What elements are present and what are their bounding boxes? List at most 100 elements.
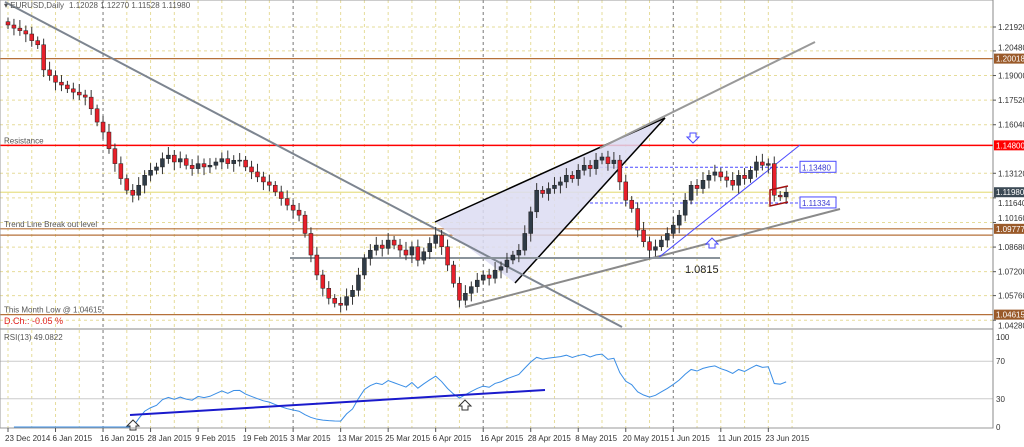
candle-bull (748, 170, 753, 179)
candle-bull (671, 224, 676, 234)
candle-bear (760, 161, 765, 166)
date-label: 1 Jun 2015 (670, 434, 710, 443)
candle-bull (552, 184, 557, 189)
date-label: 11 Jun 2015 (718, 434, 762, 443)
price-tick-label: 1.11640 (998, 199, 1024, 208)
candle-bear (308, 233, 314, 256)
candle-bear (124, 178, 130, 191)
candle-bull (427, 243, 432, 252)
candle-bull (676, 214, 682, 226)
candle-bull (522, 233, 528, 251)
date-label: 28 Apr 2015 (528, 434, 572, 443)
candle-bull (659, 239, 664, 247)
candle-bull (160, 158, 165, 168)
candle-bear (302, 214, 308, 234)
candle-bear (172, 154, 177, 163)
candle-bull (213, 161, 219, 166)
candle-bear (47, 69, 52, 76)
candle-bear (29, 33, 35, 41)
candle-bull (469, 286, 474, 294)
price-tick-label: 1.04280 (998, 322, 1024, 331)
candle-bear (273, 184, 278, 193)
candle-bull (463, 293, 468, 301)
dotted-level-label: 1.13480 (802, 163, 831, 172)
candle-bear (41, 44, 46, 71)
candle-bear (17, 27, 23, 31)
rsi-pane (13, 353, 787, 428)
candle-bull (712, 171, 718, 176)
candle-bear (112, 148, 118, 164)
dotted-level-box (799, 196, 837, 209)
candle-bear (379, 244, 385, 249)
candle-bear (570, 175, 575, 179)
candle-bear (439, 234, 444, 247)
candle-bear (587, 165, 593, 169)
candle-bear (23, 30, 29, 35)
candle-bear (724, 176, 729, 181)
candle-bull (385, 239, 391, 249)
candle-bull (142, 175, 147, 186)
price-tick-label: 1.19000 (998, 72, 1024, 81)
candle-bear (11, 24, 17, 29)
candle-bull (682, 199, 688, 216)
candle-bull (736, 175, 741, 186)
candle-bull (207, 165, 213, 168)
candle-bull (498, 266, 504, 271)
candle-bear (623, 181, 629, 201)
blue-trendline[interactable] (657, 144, 801, 259)
candle-bull (754, 161, 759, 171)
candle-bear (130, 189, 135, 196)
candle-bull (593, 159, 599, 169)
candle-bear (457, 283, 462, 301)
rsi-tick-label: 30 (996, 395, 1005, 404)
candle-bear (118, 163, 124, 179)
candle-bear (445, 246, 450, 266)
level-text: This Month Low @ 1.04615 (4, 306, 103, 315)
candle-bear (88, 96, 94, 110)
candle-bull (148, 170, 153, 176)
candle-bear (486, 274, 492, 279)
candle-bear (100, 121, 106, 133)
candle-bull (510, 254, 516, 261)
daily-change: D.Ch.: -0.05 % (4, 316, 63, 326)
date-label: 16 Jan 2015 (100, 434, 145, 443)
price-tick-label: 1.16040 (998, 121, 1024, 130)
price-tick-label: 1.20480 (998, 44, 1024, 53)
date-label: 6 Apr 2015 (433, 434, 472, 443)
price-tick-label: 1.05760 (998, 292, 1024, 301)
candle-bear (772, 163, 777, 196)
date-label: 25 Mar 2015 (385, 434, 430, 443)
up-arrow-icon (457, 399, 473, 411)
rsi-tick-label: 0 (996, 423, 1001, 432)
candle-bear (403, 249, 409, 256)
wedge-lower-line[interactable] (514, 117, 666, 284)
price-tick-label: 1.17520 (998, 96, 1024, 105)
descending-trendline[interactable] (4, 1, 623, 328)
flag-channel[interactable] (769, 185, 789, 207)
candle-bear (278, 191, 284, 199)
chart-title: ▾ EURUSD,Daily 1.12028 1.12270 1.11528 1.… (4, 1, 191, 10)
candle-bull (409, 246, 415, 256)
candle-bull (195, 163, 201, 169)
support-label: 1.0815 (685, 264, 719, 276)
candle-bear (629, 199, 634, 209)
candle-bull (374, 244, 379, 251)
candles (5, 17, 789, 313)
rsi-trendline[interactable] (129, 389, 546, 416)
candle-bull (231, 160, 236, 164)
rsi-label: RSI(13) 49.0822 (4, 333, 63, 342)
channel-upper-line[interactable] (599, 41, 816, 149)
date-label: 8 May 2015 (575, 434, 617, 443)
level-text: Resistance (4, 136, 44, 145)
candle-bear (201, 163, 207, 168)
candle-bull (700, 180, 706, 189)
candle-bear (641, 229, 646, 243)
candle-bear (647, 241, 652, 251)
date-label: 28 Jan 2015 (148, 434, 193, 443)
price-tag-label: 1.20018 (996, 55, 1024, 64)
candle-bull (356, 274, 361, 291)
candle-bear (243, 159, 248, 168)
axes: 1.20018 1.14800 1.11980 1.09777 1.04615 1.219… (5, 0, 1024, 443)
candle-bear (777, 194, 783, 198)
